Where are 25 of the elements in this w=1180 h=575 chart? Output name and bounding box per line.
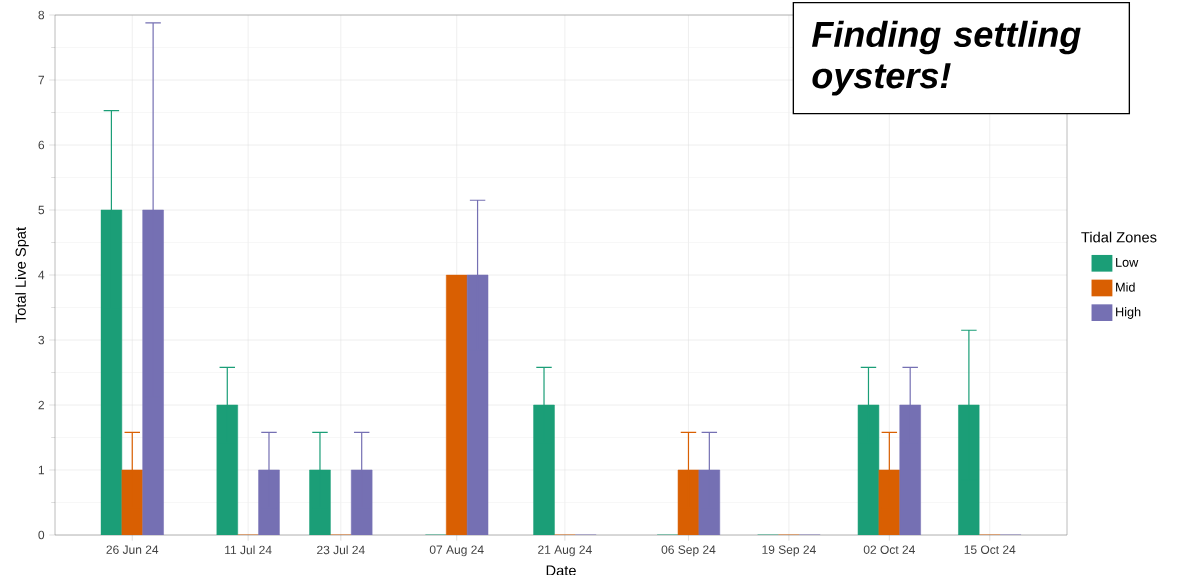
y-tick-label: 2: [38, 400, 44, 410]
legend-label: High: [1116, 307, 1141, 319]
y-tick-label: 7: [38, 75, 44, 85]
y-tick-label: 3: [38, 335, 45, 345]
y-tick-label: 8: [38, 10, 45, 20]
x-tick-label: 07 Aug 24: [429, 545, 484, 557]
x-tick-label: 02 Oct 24: [863, 545, 915, 554]
legend-label: Low: [1116, 257, 1139, 267]
x-tick-label: 21 Aug 24: [538, 545, 592, 557]
legend-label: Mid: [1116, 282, 1135, 292]
x-tick-label: 11 Jul 24: [225, 545, 272, 555]
y-tick-label: 5: [38, 205, 45, 215]
x-tick-label: 26 Jun 24: [106, 545, 159, 554]
x-tick-label: 15 Oct 24: [964, 545, 1016, 554]
y-axis-title: Total Live Spat: [15, 227, 29, 323]
y-tick-label: 0: [38, 530, 45, 540]
y-tick-label: 1: [38, 465, 45, 475]
y-tick-label: 4: [38, 270, 45, 280]
x-tick-label: 06 Sep 24: [661, 545, 716, 557]
y-tick-label: 6: [38, 140, 45, 150]
x-axis-title: Date: [546, 565, 576, 575]
annotation: Finding settling oysters!: [811, 20, 1081, 96]
legend-title: Tidal Zones: [1081, 231, 1157, 243]
x-tick-label: 23 Jul 24: [317, 545, 365, 555]
x-tick-label: 19 Sep 24: [762, 545, 816, 557]
